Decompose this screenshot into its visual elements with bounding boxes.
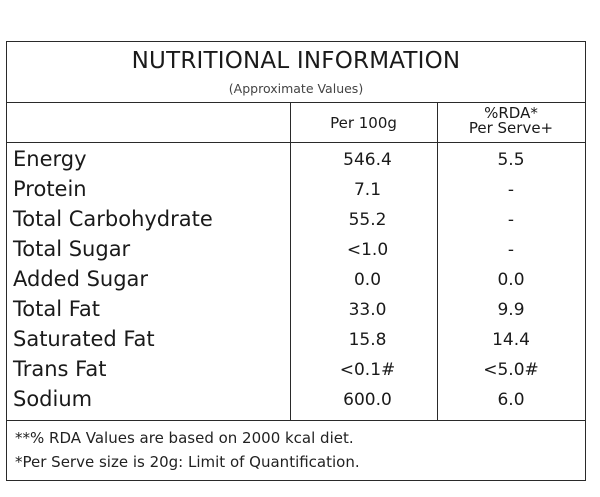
table-row: Total Carbohydrate 55.2 -: [7, 204, 585, 234]
table-title: NUTRITIONAL INFORMATION: [131, 48, 461, 74]
per-100g-value: <1.0: [346, 240, 389, 260]
nutrient-name: Total Sugar: [13, 237, 131, 261]
footnote-rda: **% RDA Values are based on 2000 kcal di…: [15, 429, 354, 447]
rda-value: 5.5: [497, 150, 525, 170]
footnote-divider: [7, 420, 585, 421]
rda-value: -: [507, 210, 515, 230]
per-100g-value: 33.0: [348, 300, 387, 320]
rda-value: -: [507, 240, 515, 260]
rda-value: -: [507, 180, 515, 200]
table-row: Added Sugar 0.0 0.0: [7, 264, 585, 294]
per-100g-value: 15.8: [348, 330, 387, 350]
column-header-rda: %RDA* Per Serve+: [437, 106, 585, 136]
column-header-rda-line2: Per Serve+: [468, 119, 554, 137]
table-row: Energy 546.4 5.5: [7, 144, 585, 174]
table-row: Trans Fat <0.1# <5.0#: [7, 354, 585, 384]
table-row: Total Sugar <1.0 -: [7, 234, 585, 264]
nutrient-name: Total Carbohydrate: [13, 207, 213, 231]
nutrient-name: Saturated Fat: [13, 327, 155, 351]
per-100g-value: <0.1#: [339, 360, 396, 380]
table-row: Sodium 600.0 6.0: [7, 384, 585, 414]
column-header-per-100g: Per 100g: [330, 114, 397, 132]
nutrient-name: Protein: [13, 177, 87, 201]
nutrient-name: Trans Fat: [13, 357, 107, 381]
column-divider-2: [437, 102, 438, 420]
rda-value: 14.4: [492, 330, 530, 350]
table-subtitle: (Approximate Values): [228, 81, 364, 96]
column-divider-1: [290, 102, 291, 420]
per-100g-value: 55.2: [348, 210, 387, 230]
nutrient-name: Energy: [13, 147, 87, 171]
rda-value: 6.0: [497, 390, 525, 410]
column-header-divider: [7, 142, 585, 143]
rda-value: <5.0#: [483, 360, 539, 380]
header-divider: [7, 102, 585, 103]
table-row: Total Fat 33.0 9.9: [7, 294, 585, 324]
nutrient-name: Total Fat: [13, 297, 100, 321]
table-row: Saturated Fat 15.8 14.4: [7, 324, 585, 354]
per-100g-value: 600.0: [343, 390, 392, 410]
rda-value: 9.9: [497, 300, 525, 320]
footnote-serve-size: *Per Serve size is 20g: Limit of Quantif…: [15, 453, 360, 471]
column-header-rda-line1: %RDA*: [484, 104, 538, 122]
table-row: Protein 7.1 -: [7, 174, 585, 204]
nutrient-name: Added Sugar: [13, 267, 149, 291]
nutrition-table: NUTRITIONAL INFORMATION (Approximate Val…: [6, 41, 586, 481]
nutrient-name: Sodium: [13, 387, 93, 411]
per-100g-value: 0.0: [353, 270, 382, 290]
rda-value: 0.0: [497, 270, 525, 290]
per-100g-value: 546.4: [343, 150, 392, 170]
per-100g-value: 7.1: [353, 180, 382, 200]
